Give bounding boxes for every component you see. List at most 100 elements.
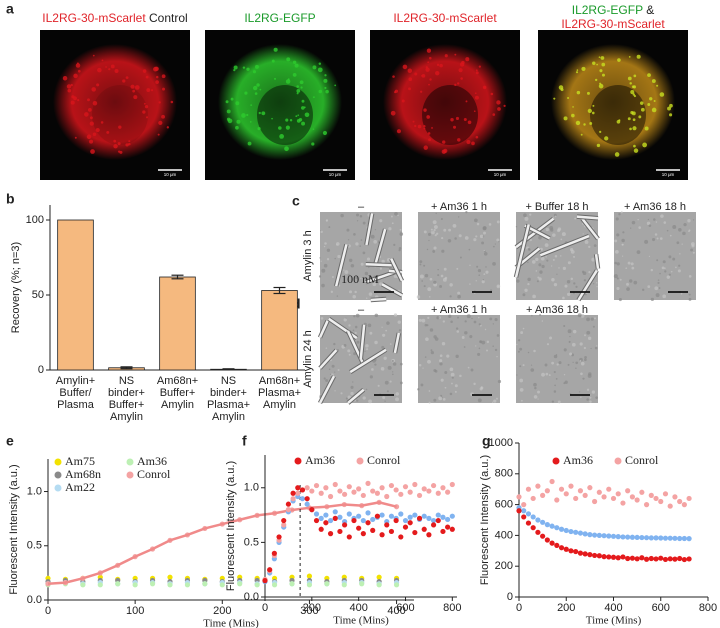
grain <box>588 271 591 274</box>
grain <box>582 377 585 380</box>
point <box>582 492 588 498</box>
point <box>318 490 324 496</box>
grain <box>350 264 355 268</box>
point <box>262 578 268 584</box>
point <box>426 515 432 521</box>
point <box>435 490 441 496</box>
speckle <box>301 106 305 110</box>
speckle <box>89 121 94 126</box>
point <box>634 534 640 541</box>
panel-letter: c <box>292 193 300 209</box>
grain <box>444 371 448 375</box>
grain <box>492 401 494 403</box>
grain <box>538 263 542 267</box>
x-tick-label: Am68n+ Plasma+ Amylin <box>257 375 302 411</box>
point <box>384 522 390 528</box>
point <box>544 537 550 543</box>
cell <box>218 44 342 160</box>
grain <box>681 243 683 245</box>
speckle <box>466 139 471 144</box>
grain <box>320 230 323 234</box>
grain <box>459 256 462 259</box>
point <box>285 507 292 513</box>
grain <box>418 318 422 322</box>
speckle <box>431 127 433 129</box>
image-label: IL2RG-30-mScarlet Control <box>20 12 210 24</box>
grain <box>641 288 645 292</box>
label-segment: Control <box>149 11 188 25</box>
grain <box>423 264 426 267</box>
grain <box>524 216 529 221</box>
point <box>582 551 588 557</box>
fibril <box>539 234 590 257</box>
speckle <box>128 142 131 146</box>
speckle <box>106 130 110 134</box>
grain <box>449 295 452 298</box>
grain <box>555 378 558 380</box>
point <box>421 486 427 492</box>
grain <box>362 396 366 400</box>
speckle <box>396 129 402 134</box>
grain <box>393 243 396 247</box>
grain <box>533 349 536 353</box>
grain <box>392 362 397 366</box>
speckle <box>669 103 673 108</box>
grain <box>439 359 443 363</box>
speckle <box>145 75 149 79</box>
grain <box>393 313 398 317</box>
grain <box>323 263 328 268</box>
grain <box>475 345 477 347</box>
speckle <box>318 89 322 94</box>
grain <box>356 340 360 344</box>
speckle <box>599 69 603 73</box>
speckle <box>633 144 636 148</box>
legend-label: Am22 <box>65 480 95 494</box>
label-segment: & <box>646 3 655 17</box>
grain <box>456 267 459 270</box>
point <box>202 581 208 587</box>
point <box>304 496 310 502</box>
point <box>167 574 173 580</box>
speckle <box>292 60 297 65</box>
grain <box>477 398 482 403</box>
grain <box>562 296 565 300</box>
grain <box>352 295 356 299</box>
grain <box>424 356 427 358</box>
point <box>672 494 678 500</box>
grain <box>561 232 566 237</box>
point <box>681 535 687 542</box>
grain <box>474 218 478 223</box>
speckle <box>300 86 303 89</box>
grain <box>494 243 496 245</box>
speckle <box>426 115 430 119</box>
speckle <box>166 126 169 129</box>
legend-label: Conrol <box>367 453 401 467</box>
point <box>407 520 413 526</box>
grain <box>359 214 363 218</box>
fibril <box>514 224 530 278</box>
speckle <box>117 150 121 153</box>
grain <box>586 317 590 322</box>
grain <box>390 215 393 218</box>
grain <box>527 277 531 282</box>
grain <box>647 218 650 221</box>
grain <box>374 340 378 345</box>
grain <box>493 399 497 403</box>
grain <box>470 368 474 372</box>
grain <box>365 348 369 351</box>
grain <box>552 258 555 261</box>
grain <box>336 295 339 297</box>
grain <box>666 275 671 279</box>
grain <box>586 388 590 391</box>
grain <box>479 234 484 239</box>
speckle <box>617 58 621 62</box>
grain <box>647 285 651 289</box>
grain <box>354 325 358 329</box>
grain <box>583 279 587 282</box>
point <box>254 582 260 588</box>
grain <box>386 321 390 325</box>
image-label: IL2RG-EGFP <box>185 12 375 24</box>
grain <box>626 287 630 291</box>
point <box>219 582 225 588</box>
point <box>606 486 612 492</box>
